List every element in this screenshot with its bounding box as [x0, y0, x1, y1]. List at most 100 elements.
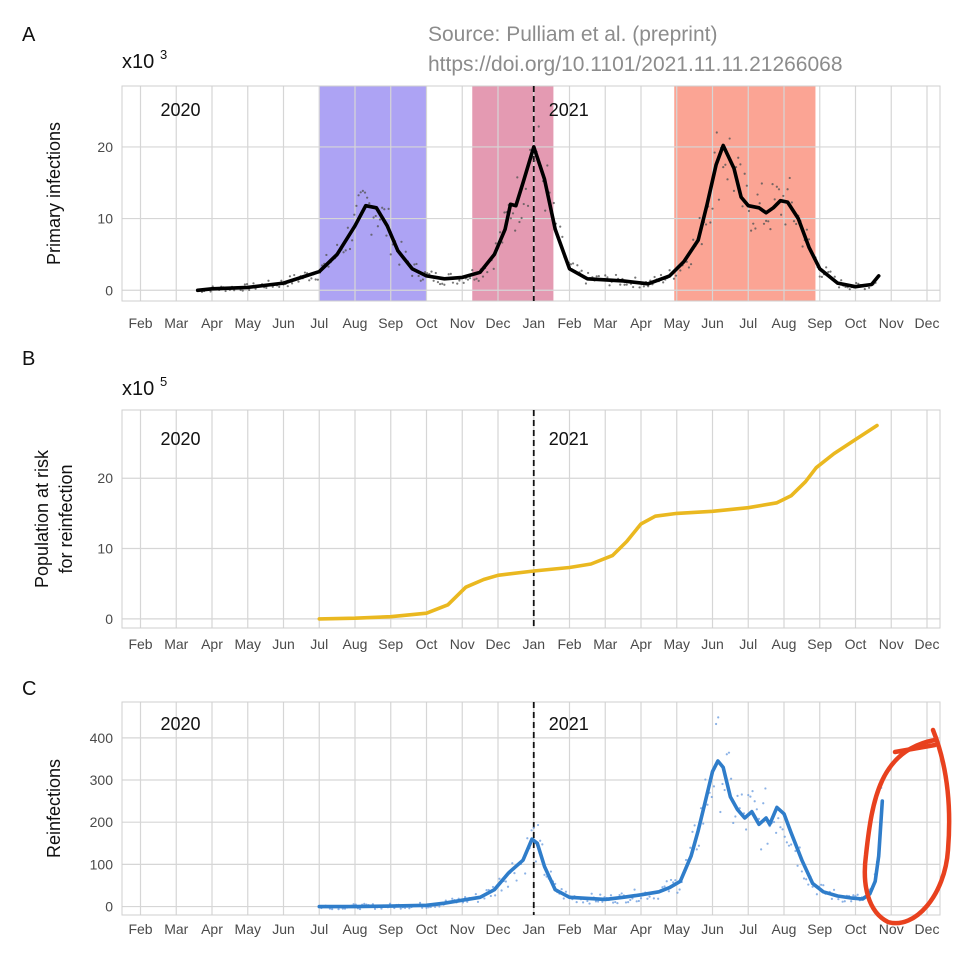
daily-point: [346, 226, 349, 229]
daily-point: [766, 842, 769, 845]
daily-point: [783, 835, 786, 838]
daily-point: [388, 902, 392, 905]
daily-point: [534, 860, 537, 863]
daily-point: [638, 286, 641, 289]
daily-point: [434, 271, 437, 275]
x-tick-label: May: [235, 636, 261, 652]
daily-point: [820, 275, 823, 278]
daily-point: [473, 278, 476, 281]
daily-point: [623, 283, 626, 286]
daily-point: [740, 793, 743, 796]
daily-point: [741, 205, 744, 208]
daily-point: [344, 249, 347, 252]
daily-point: [747, 209, 751, 213]
daily-point: [751, 790, 754, 793]
daily-point: [795, 222, 798, 226]
daily-point: [709, 221, 712, 224]
daily-point: [303, 271, 307, 274]
daily-point: [511, 212, 515, 215]
x-tick-label: Jul: [739, 921, 757, 937]
daily-point: [833, 275, 836, 278]
daily-point: [432, 279, 435, 282]
daily-point: [784, 223, 787, 226]
x-tick-label: Aug: [772, 921, 797, 937]
daily-point: [627, 901, 630, 904]
daily-point: [588, 902, 591, 905]
daily-point: [737, 156, 740, 159]
daily-point: [796, 864, 799, 867]
daily-point: [723, 788, 726, 792]
x-tick-label: Oct: [416, 636, 438, 652]
daily-point: [805, 228, 808, 231]
daily-point: [404, 250, 407, 253]
x-tick-label: Mar: [164, 315, 188, 331]
y-axis-label-line2: for reinfection: [56, 464, 76, 573]
daily-point: [533, 159, 536, 162]
daily-point: [820, 883, 823, 886]
daily-point: [494, 894, 497, 897]
y-scale-label: x10: [122, 378, 154, 400]
daily-point: [503, 211, 506, 214]
daily-point: [747, 793, 750, 797]
daily-point: [532, 826, 535, 829]
daily-point: [513, 872, 516, 875]
daily-point: [524, 187, 527, 190]
daily-point: [355, 204, 358, 207]
daily-point: [265, 286, 268, 290]
daily-point: [522, 202, 525, 206]
daily-point: [668, 269, 671, 272]
x-tick-label: Apr: [630, 636, 652, 652]
daily-point: [753, 800, 756, 803]
daily-point: [597, 274, 600, 278]
daily-point: [516, 176, 519, 179]
daily-point: [372, 216, 375, 219]
daily-point: [807, 883, 810, 886]
daily-point: [451, 281, 455, 284]
daily-point: [486, 271, 489, 274]
wave-band-3: [674, 86, 816, 301]
daily-point: [363, 902, 366, 905]
panel-a: 0 10 20 Feb Mar Apr May Jun Jul Aug Sep Oct Nov Dec Ja…: [22, 24, 941, 331]
y-tick-label: 20: [97, 139, 113, 155]
daily-point: [794, 849, 797, 853]
daily-point: [447, 273, 450, 276]
daily-point: [739, 163, 742, 166]
daily-point: [316, 278, 319, 281]
daily-point: [700, 243, 703, 246]
daily-point: [726, 178, 729, 181]
daily-point: [674, 274, 678, 277]
daily-point: [387, 207, 390, 210]
daily-point: [252, 282, 255, 285]
x-tick-label: Aug: [343, 921, 368, 937]
daily-point: [781, 828, 784, 831]
panel-c: 0 100 200 300 400 Feb Mar Apr May Jun Jul Aug Sep Oct…: [22, 678, 941, 937]
daily-point: [779, 826, 782, 829]
daily-point: [777, 188, 781, 191]
daily-point: [308, 279, 311, 282]
daily-point: [856, 893, 859, 896]
daily-point: [676, 891, 679, 894]
daily-point: [798, 846, 801, 849]
daily-point: [618, 893, 621, 897]
daily-point: [629, 898, 632, 902]
daily-point: [632, 285, 635, 289]
daily-point: [425, 906, 428, 909]
daily-point: [310, 277, 313, 280]
x-tick-label: Mar: [593, 315, 617, 331]
daily-point: [438, 905, 441, 908]
daily-point: [499, 231, 502, 234]
plot-frame: [121, 409, 941, 629]
daily-point: [698, 216, 701, 220]
y-tick-label: 100: [90, 856, 114, 872]
year-label-2021: 2021: [549, 714, 589, 734]
daily-point: [693, 824, 696, 827]
daily-point: [662, 281, 665, 284]
daily-point: [358, 907, 362, 911]
x-tick-label: May: [235, 315, 261, 331]
daily-point: [474, 893, 477, 896]
daily-point: [648, 895, 651, 898]
daily-point: [692, 238, 695, 241]
daily-point: [606, 276, 609, 279]
daily-point: [595, 275, 598, 278]
daily-point: [684, 858, 688, 862]
